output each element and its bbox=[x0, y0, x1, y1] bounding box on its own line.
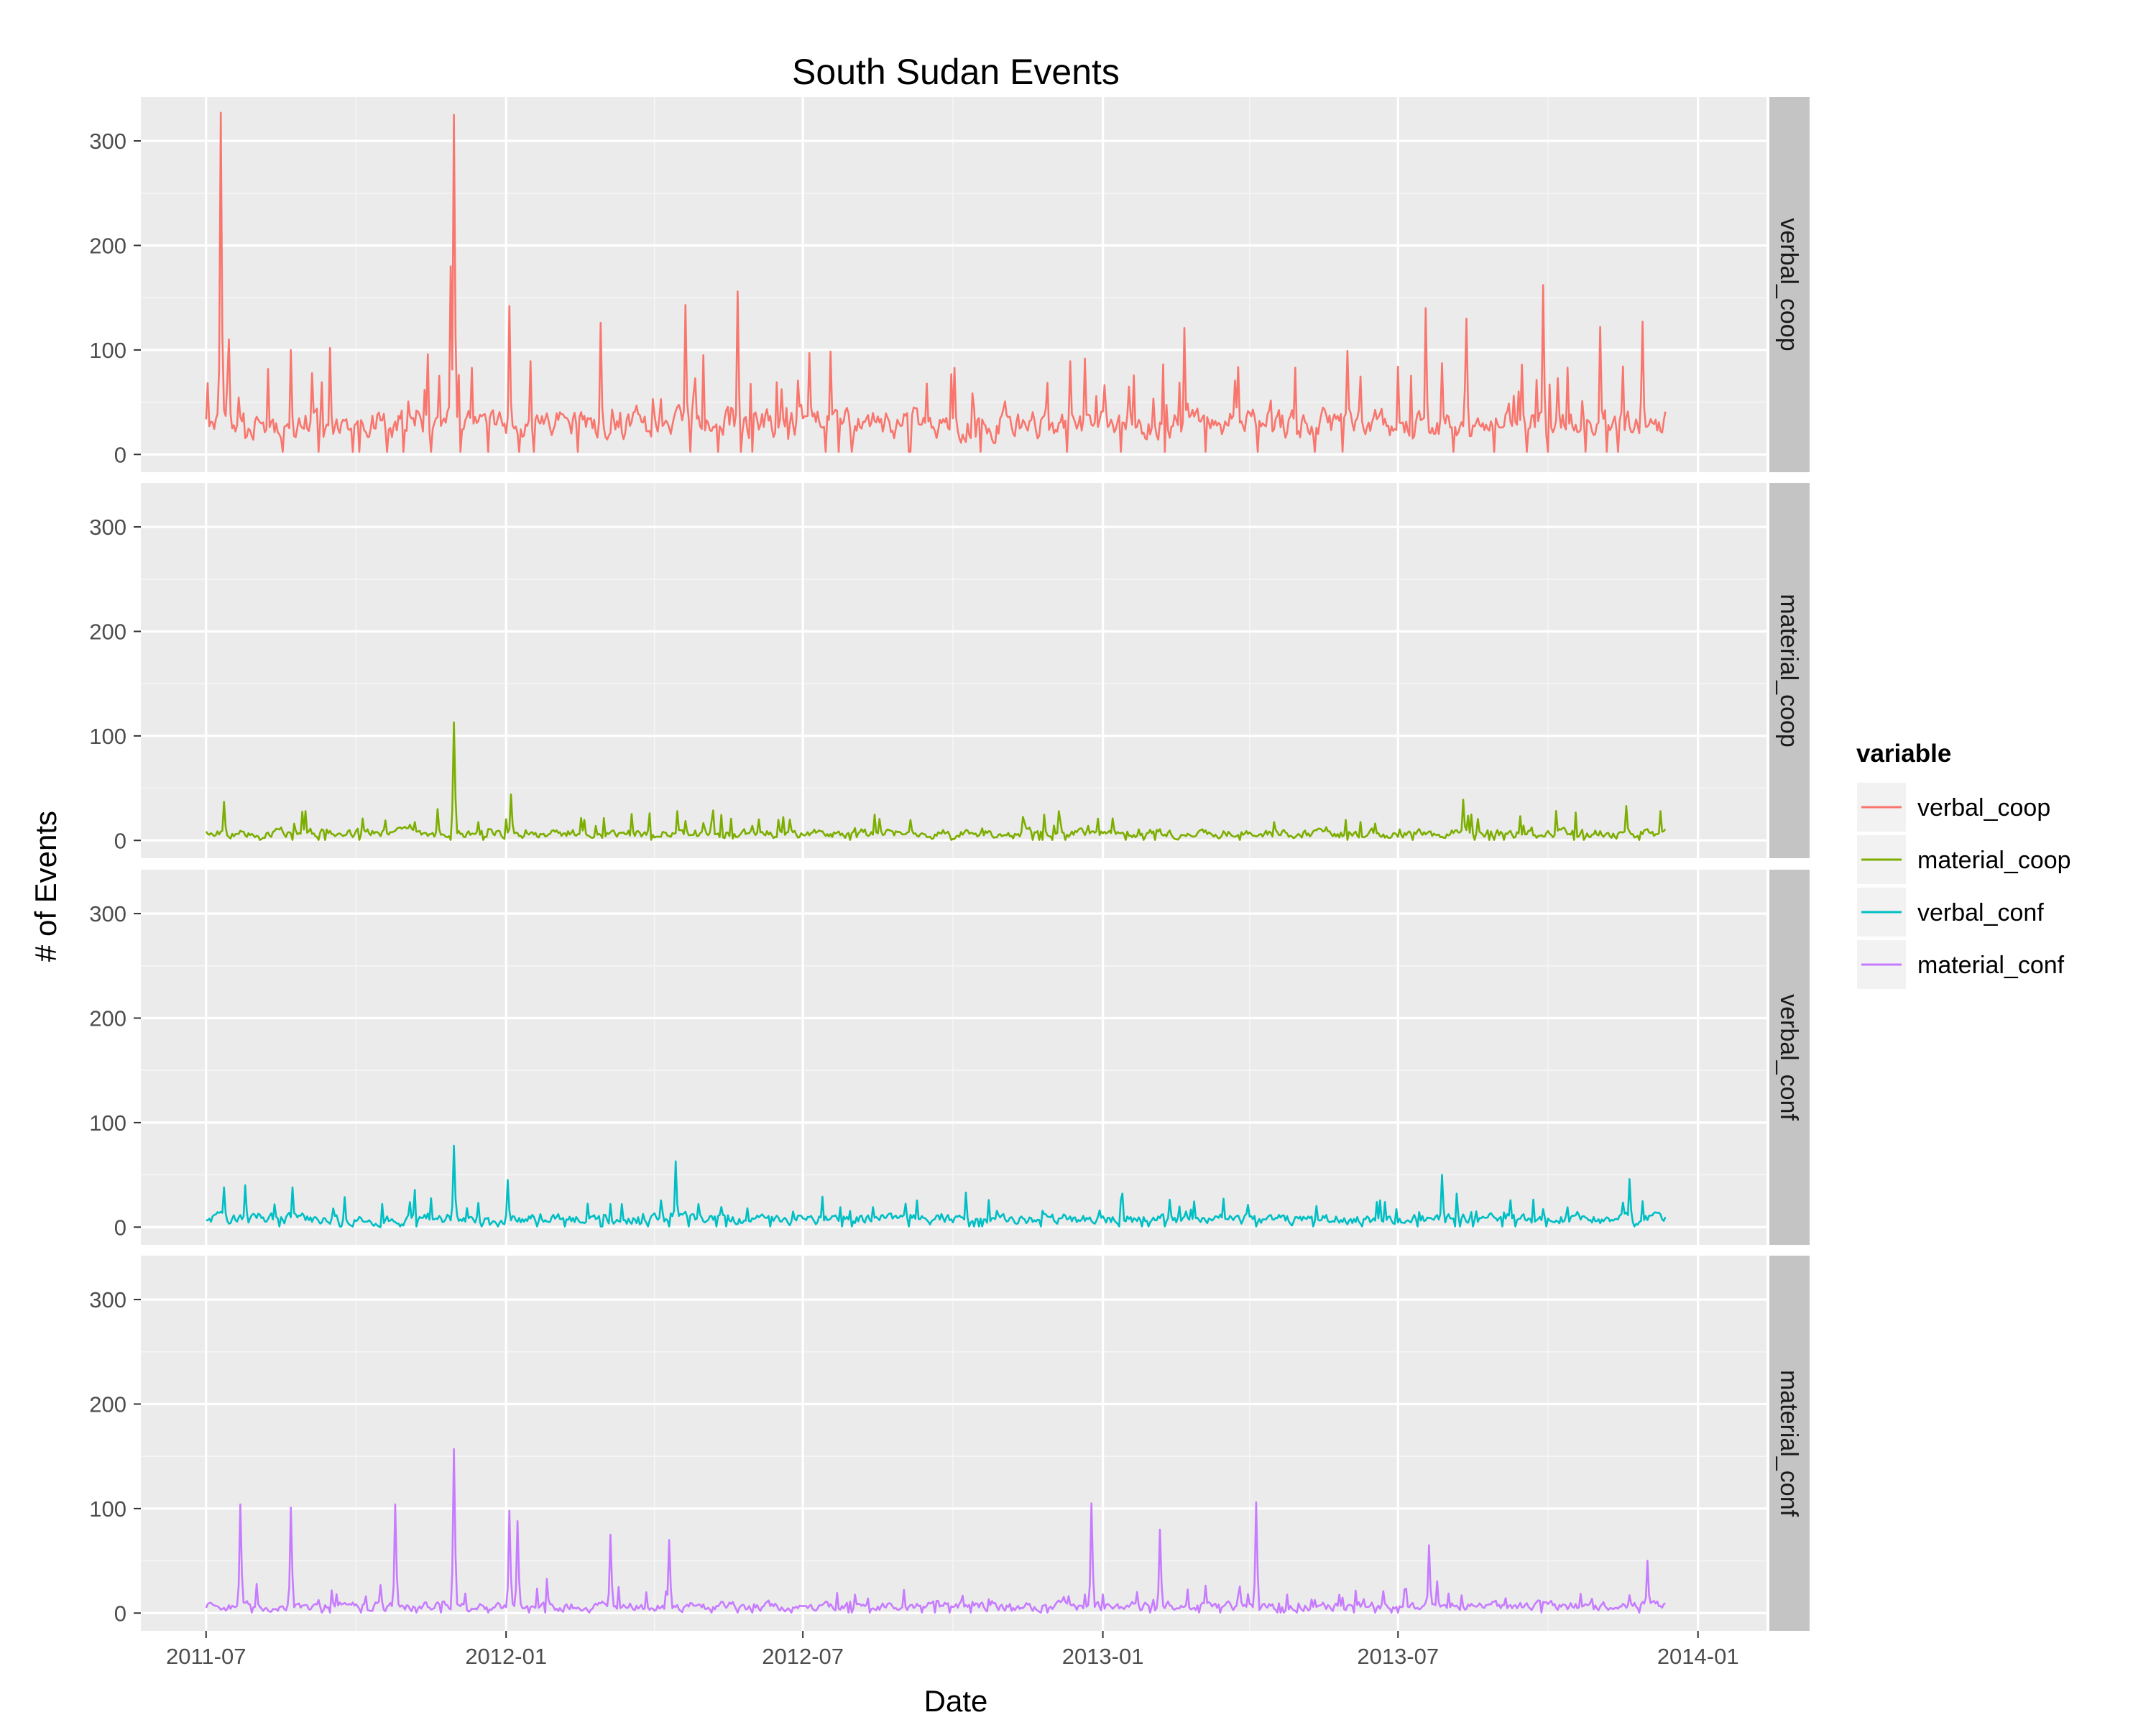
y-tick-label: 200 bbox=[89, 619, 126, 644]
panel-material_conf: 0 100 200 300 material_conf bbox=[89, 1256, 1810, 1631]
x-tick-label: 2012-07 bbox=[762, 1644, 844, 1669]
legend-label: material_coop bbox=[1917, 847, 2071, 874]
x-tick-label: 2012-01 bbox=[465, 1644, 547, 1669]
facet-strip bbox=[1769, 1256, 1810, 1631]
x-tick-label: 2011-07 bbox=[166, 1644, 246, 1669]
panel-verbal_conf: 0 100 200 300 verbal_conf bbox=[89, 870, 1810, 1245]
y-tick-label: 0 bbox=[114, 442, 126, 467]
legend-title: variable bbox=[1856, 740, 1951, 768]
panel-background bbox=[141, 483, 1766, 858]
facet-strip bbox=[1769, 97, 1810, 472]
y-tick-label: 300 bbox=[89, 901, 126, 926]
facet-strip bbox=[1769, 483, 1810, 858]
facet-strip-label: verbal_conf bbox=[1775, 994, 1802, 1121]
x-axis: 2011-07 2012-01 2012-07 2013-01 2013-07 2014-… bbox=[166, 1631, 1739, 1669]
legend: variable verbal_coopmaterial_coopverbal_… bbox=[1856, 740, 2071, 990]
y-tick-label: 0 bbox=[114, 1215, 126, 1240]
series-line-material_coop bbox=[205, 721, 1667, 841]
panel-material_coop: 0 100 200 300 material_coop bbox=[89, 483, 1810, 858]
y-tick-label: 300 bbox=[89, 1287, 126, 1312]
facet-strip-label: material_coop bbox=[1775, 594, 1802, 748]
legend-label: verbal_conf bbox=[1917, 899, 2044, 926]
facet-strip bbox=[1769, 870, 1810, 1245]
y-tick-label: 100 bbox=[89, 724, 126, 749]
y-tick-label: 300 bbox=[89, 129, 126, 154]
x-tick-label: 2013-07 bbox=[1357, 1644, 1439, 1669]
y-tick-label: 100 bbox=[89, 1110, 126, 1136]
x-axis-title: Date bbox=[924, 1684, 988, 1718]
facet-strip-label: verbal_coop bbox=[1775, 218, 1802, 351]
y-tick-label: 100 bbox=[89, 338, 126, 363]
legend-items: verbal_coop material_coop verbal_confmater… bbox=[1856, 781, 2071, 990]
series-line-material_conf bbox=[205, 1448, 1666, 1614]
legend-item-verbal_conf: verbal_conf bbox=[1856, 886, 2044, 938]
panel-background bbox=[141, 870, 1766, 1245]
y-tick-label: 0 bbox=[114, 828, 126, 853]
legend-item-material_conf: material_conf bbox=[1856, 939, 2065, 990]
legend-label: material_conf bbox=[1917, 952, 2065, 979]
y-axis-title: # of Events bbox=[29, 811, 63, 962]
y-tick-label: 200 bbox=[89, 233, 126, 258]
x-tick-label: 2013-01 bbox=[1062, 1644, 1144, 1669]
facet-strip-label: material_conf bbox=[1775, 1370, 1802, 1517]
x-tick-label: 2014-01 bbox=[1657, 1644, 1739, 1669]
series-line-verbal_coop bbox=[205, 111, 1667, 453]
panel-verbal_coop: 0 100 200 300 verbal_coop bbox=[89, 97, 1810, 472]
y-tick-label: 300 bbox=[89, 515, 126, 540]
y-tick-label: 100 bbox=[89, 1496, 126, 1522]
panel-background bbox=[141, 1256, 1766, 1631]
y-tick-label: 200 bbox=[89, 1006, 126, 1031]
chart-title: South Sudan Events bbox=[792, 52, 1120, 92]
legend-label: verbal_coop bbox=[1917, 794, 2050, 822]
legend-item-material_coop: material_coop bbox=[1856, 834, 2071, 886]
y-tick-label: 200 bbox=[89, 1392, 126, 1417]
facet-panels: 0 100 200 300 verbal_coop 0 100 200 300 material_… bbox=[89, 97, 1810, 1631]
series-line-verbal_conf bbox=[206, 1144, 1667, 1228]
legend-item-verbal_coop: verbal_coop bbox=[1856, 781, 2050, 833]
y-tick-label: 0 bbox=[114, 1601, 126, 1626]
